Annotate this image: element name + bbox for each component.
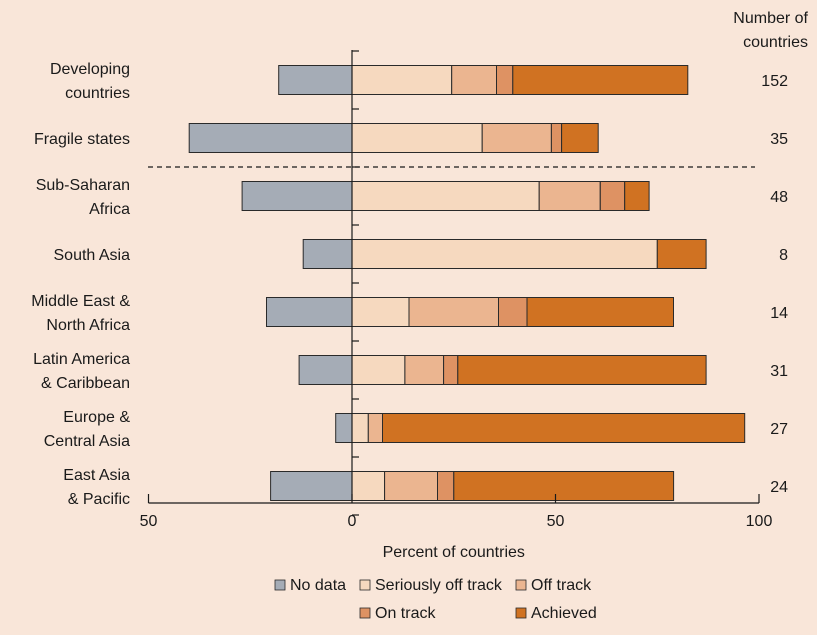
legend-swatch-off-track (515, 579, 527, 591)
bar-achieved-0 (512, 65, 689, 95)
category-label: North Africa (46, 317, 130, 334)
bar-on-track-2 (599, 181, 626, 211)
legend-swatch-achieved (515, 607, 527, 619)
bar-off-track-6 (367, 413, 383, 443)
category-label: Middle East & (31, 293, 130, 310)
bar-no-data-3 (302, 239, 353, 269)
legend-swatch-no-data (274, 579, 286, 591)
legend-label-achieved: Achieved (531, 605, 597, 622)
bar-achieved-4 (526, 297, 674, 327)
country-count: 48 (770, 189, 788, 206)
bar-no-data-2 (241, 181, 353, 211)
country-count: 35 (770, 131, 788, 148)
bar-on-track-7 (437, 471, 455, 501)
bar-on-track-4 (498, 297, 528, 327)
bar-on-track-5 (443, 355, 459, 385)
bar-achieved-3 (656, 239, 707, 269)
legend-swatch-on-track (359, 607, 371, 619)
bar-off-track-0 (451, 65, 498, 95)
bar-on-track-0 (496, 65, 514, 95)
labels-layer: Developing countries 152 Fragile states 35 Su… (31, 10, 808, 508)
category-label: Developing (50, 61, 130, 78)
bars-layer (188, 65, 746, 501)
category-label: Sub-Saharan (36, 177, 130, 194)
bar-seriously-off-track-6 (351, 413, 369, 443)
bar-seriously-off-track-4 (351, 297, 410, 327)
bar-achieved-1 (561, 123, 599, 153)
count-header: Number of (733, 10, 808, 27)
bar-no-data-6 (335, 413, 353, 443)
bar-no-data-4 (266, 297, 353, 327)
category-label: countries (65, 85, 130, 102)
category-label: & Caribbean (41, 375, 130, 392)
legend-swatch-seriously-off-track (359, 579, 371, 591)
bar-on-track-1 (550, 123, 563, 153)
bar-no-data-7 (270, 471, 353, 501)
bar-seriously-off-track-7 (351, 471, 386, 501)
bar-off-track-1 (481, 123, 552, 153)
x-tick-label: 50 (140, 513, 158, 530)
country-count: 14 (770, 305, 788, 322)
bar-seriously-off-track-2 (351, 181, 540, 211)
count-header: countries (743, 34, 808, 51)
bar-achieved-6 (382, 413, 746, 443)
bar-no-data-0 (278, 65, 353, 95)
category-label: Europe & (63, 409, 130, 426)
bar-seriously-off-track-3 (351, 239, 658, 269)
bar-achieved-2 (624, 181, 650, 211)
legend-label-seriously-off-track: Seriously off track (375, 577, 503, 594)
x-tick-label: 100 (746, 513, 773, 530)
category-label: Latin America (33, 351, 130, 368)
country-count: 27 (770, 421, 788, 438)
country-count: 152 (761, 73, 788, 90)
x-axis-label: Percent of countries (383, 544, 525, 561)
axis-layer: 50 0 50 100 Percent of countries (140, 50, 773, 561)
bar-off-track-7 (384, 471, 439, 501)
category-label: South Asia (54, 247, 131, 264)
country-count: 24 (770, 479, 788, 496)
bar-seriously-off-track-5 (351, 355, 406, 385)
legend-label-off-track: Off track (531, 577, 592, 594)
category-label: Africa (89, 201, 130, 218)
category-label: Central Asia (44, 433, 130, 450)
legend-label-no-data: No data (290, 577, 346, 594)
country-count: 8 (779, 247, 788, 264)
bar-no-data-1 (188, 123, 353, 153)
bar-achieved-5 (457, 355, 707, 385)
legend: No data Seriously off track Off track On tr… (274, 577, 597, 622)
legend-label-on-track: On track (375, 605, 436, 622)
bar-off-track-2 (538, 181, 601, 211)
category-label: Fragile states (34, 131, 130, 148)
x-tick-label: 50 (547, 513, 565, 530)
category-label: & Pacific (68, 491, 130, 508)
bar-achieved-7 (453, 471, 675, 501)
x-tick-label: 0 (348, 513, 357, 530)
bar-seriously-off-track-0 (351, 65, 453, 95)
category-label: East Asia (63, 467, 130, 484)
country-count: 31 (770, 363, 788, 380)
bar-seriously-off-track-1 (351, 123, 483, 153)
bar-off-track-5 (404, 355, 445, 385)
bar-off-track-4 (408, 297, 499, 327)
bar-no-data-5 (298, 355, 353, 385)
